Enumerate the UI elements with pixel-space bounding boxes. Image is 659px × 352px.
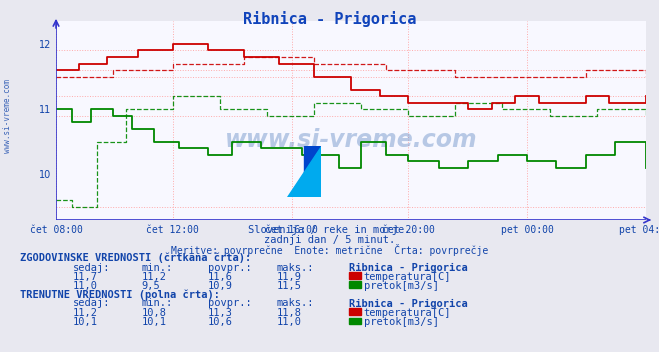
Text: 10,1: 10,1 <box>142 317 167 327</box>
Text: Ribnica - Prigorica: Ribnica - Prigorica <box>349 263 468 272</box>
Text: 11,3: 11,3 <box>208 308 233 318</box>
Text: sedaj:: sedaj: <box>72 263 110 272</box>
Text: pretok[m3/s]: pretok[m3/s] <box>364 281 439 290</box>
Text: Ribnica - Prigorica: Ribnica - Prigorica <box>349 298 468 308</box>
Text: maks.:: maks.: <box>277 263 314 272</box>
Text: sedaj:: sedaj: <box>72 298 110 308</box>
Text: zadnji dan / 5 minut.: zadnji dan / 5 minut. <box>264 235 395 245</box>
Text: 11,9: 11,9 <box>277 272 302 282</box>
Text: 11,6: 11,6 <box>208 272 233 282</box>
Text: pretok[m3/s]: pretok[m3/s] <box>364 317 439 327</box>
Text: 11,2: 11,2 <box>72 308 98 318</box>
Text: 10,9: 10,9 <box>208 281 233 290</box>
Text: www.si-vreme.com: www.si-vreme.com <box>3 79 13 153</box>
Text: Meritve: povrprečne  Enote: metrične  Črta: povrprečje: Meritve: povrprečne Enote: metrične Črta… <box>171 244 488 256</box>
Text: 11,0: 11,0 <box>72 281 98 290</box>
Text: 11,0: 11,0 <box>277 317 302 327</box>
Text: 10,6: 10,6 <box>208 317 233 327</box>
Text: 10,8: 10,8 <box>142 308 167 318</box>
Text: temperatura[C]: temperatura[C] <box>364 272 451 282</box>
Text: 11,7: 11,7 <box>72 272 98 282</box>
Text: TRENUTNE VREDNOSTI (polna črta):: TRENUTNE VREDNOSTI (polna črta): <box>20 289 219 300</box>
Text: 9,5: 9,5 <box>142 281 160 290</box>
Text: povpr.:: povpr.: <box>208 263 251 272</box>
Bar <box>304 146 321 197</box>
Text: 11,2: 11,2 <box>142 272 167 282</box>
Text: maks.:: maks.: <box>277 298 314 308</box>
Text: Slovenija / reke in morje.: Slovenija / reke in morje. <box>248 225 411 235</box>
Text: ZGODOVINSKE VREDNOSTI (črtkana črta):: ZGODOVINSKE VREDNOSTI (črtkana črta): <box>20 253 251 263</box>
Text: povpr.:: povpr.: <box>208 298 251 308</box>
Text: www.si-vreme.com: www.si-vreme.com <box>225 128 477 152</box>
Text: min.:: min.: <box>142 298 173 308</box>
Polygon shape <box>287 146 321 197</box>
Text: 11,5: 11,5 <box>277 281 302 290</box>
Text: 10,1: 10,1 <box>72 317 98 327</box>
Text: 11,8: 11,8 <box>277 308 302 318</box>
Text: Ribnica - Prigorica: Ribnica - Prigorica <box>243 11 416 27</box>
Text: min.:: min.: <box>142 263 173 272</box>
Text: temperatura[C]: temperatura[C] <box>364 308 451 318</box>
